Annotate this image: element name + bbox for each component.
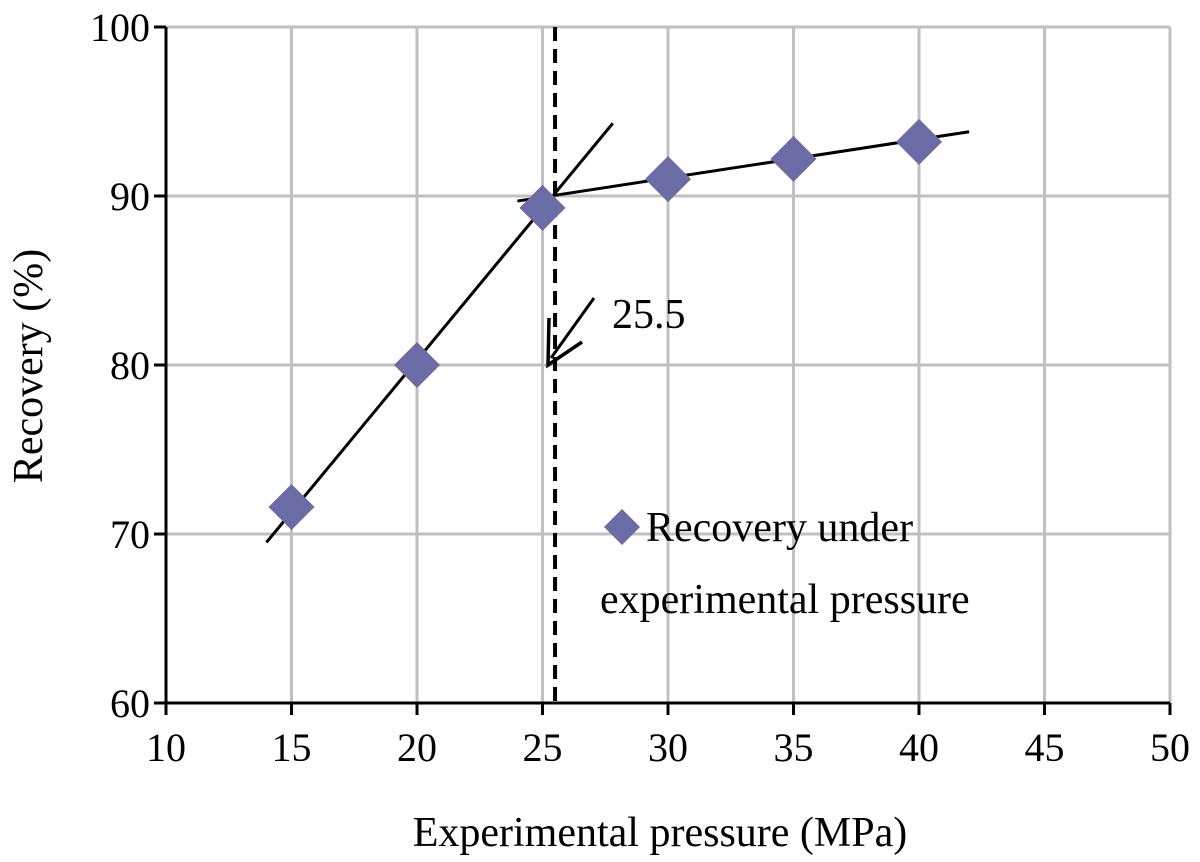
data-point-25 — [519, 184, 566, 231]
x-tick-label-10: 10 — [146, 725, 186, 770]
label-layer: 10 15 20 25 30 35 40 45 50 60 70 80 90 100 — [90, 5, 1190, 770]
y-tick-label-100: 100 — [90, 5, 150, 50]
legend-marker-diamond — [604, 509, 640, 545]
legend: Recovery under experimental pressure — [600, 505, 970, 623]
x-tick-label-15: 15 — [272, 725, 312, 770]
data-point-15 — [268, 483, 315, 530]
trend-layer — [265, 27, 970, 703]
x-tick-label-25: 25 — [523, 725, 563, 770]
x-tick-label-35: 35 — [774, 725, 814, 770]
x-tick-label-20: 20 — [397, 725, 437, 770]
data-point-30 — [645, 156, 691, 203]
y-tick-label-70: 70 — [110, 512, 150, 557]
x-axis-title: Experimental pressure (MPa) — [413, 810, 908, 856]
y-tick-label-90: 90 — [110, 174, 150, 219]
x-tick-label-40: 40 — [899, 725, 939, 770]
data-point-40 — [896, 118, 942, 165]
axis-layer — [154, 25, 1172, 715]
annotation-label: 25.5 — [612, 292, 686, 338]
annotation-arrow-head — [546, 317, 583, 369]
x-tick-label-45: 45 — [1025, 725, 1065, 770]
data-point-35 — [770, 135, 817, 182]
annotation-arrow-shaft — [549, 297, 596, 359]
trend-line-flat-fit — [517, 130, 970, 203]
x-tick-label-50: 50 — [1150, 725, 1190, 770]
point-layer — [268, 118, 942, 530]
legend-label-line-2: experimental pressure — [600, 577, 970, 623]
annotation: 25.5 — [546, 292, 686, 369]
data-point-20 — [394, 342, 440, 388]
legend-label-line-1: Recovery under — [646, 505, 913, 551]
y-axis-title: Recovery (%) — [6, 249, 52, 483]
x-tick-label-30: 30 — [648, 725, 688, 770]
trend-line-steep-fit — [265, 122, 614, 544]
y-tick-label-80: 80 — [110, 343, 150, 388]
y-tick-label-60: 60 — [110, 681, 150, 726]
